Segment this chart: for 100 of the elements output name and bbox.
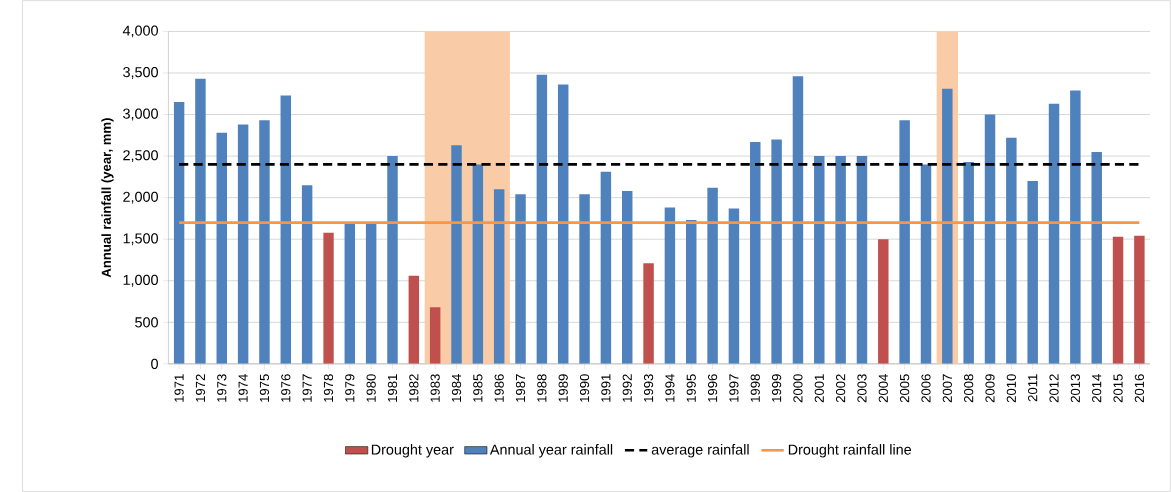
x-tick-label: 2013 <box>1070 374 1080 403</box>
bar <box>408 275 420 364</box>
x-tick-label: 1978 <box>323 374 334 402</box>
x-tick-label: 1983 <box>430 374 440 402</box>
x-tick-label: 2002 <box>836 374 846 403</box>
x-tick-label: 1993 <box>643 374 654 402</box>
x-tick-label: 1987 <box>515 374 526 402</box>
bar <box>493 189 505 364</box>
x-tick-label: 2012 <box>1049 374 1059 403</box>
bar <box>643 263 654 364</box>
x-tick-label: 2011 <box>1028 374 1038 402</box>
x-tick-label: 1991 <box>601 374 611 402</box>
bar <box>515 194 526 364</box>
x-tick-label: 1979 <box>345 374 355 402</box>
bar <box>387 156 398 364</box>
bar <box>856 156 868 364</box>
bar <box>1048 103 1060 364</box>
x-tick-label: 2004 <box>878 374 888 403</box>
x-tick-label: 2016 <box>1134 374 1145 403</box>
bar <box>429 307 441 364</box>
legend-label: average rainfall <box>651 444 749 458</box>
bar <box>686 220 697 364</box>
bar <box>344 222 356 364</box>
bar <box>472 164 484 364</box>
x-tick-label: 2001 <box>814 374 824 403</box>
legend-label: Drought rainfall line <box>788 444 912 458</box>
bar <box>792 76 804 364</box>
x-tick-label: 1973 <box>217 374 227 402</box>
bar <box>771 139 782 364</box>
x-tick-label: 1976 <box>281 374 291 402</box>
bar <box>814 156 825 364</box>
x-tick-label: 2007 <box>942 374 952 403</box>
bar <box>984 114 996 364</box>
y-axis-title: Annual rainfall (year, mm) <box>101 118 114 278</box>
bar <box>1134 235 1145 364</box>
x-tick-label: 1981 <box>387 374 398 402</box>
x-tick-label: 1980 <box>366 374 376 402</box>
x-tick-label: 1996 <box>707 374 718 402</box>
x-tick-label: 2005 <box>900 374 910 403</box>
x-tick-label: 1971 <box>174 374 184 402</box>
bar <box>451 145 462 364</box>
bar <box>301 185 313 364</box>
x-tick-label: 2009 <box>985 374 995 403</box>
x-tick-label: 1990 <box>579 374 590 402</box>
bar <box>216 132 228 364</box>
x-tick-label: 2010 <box>1006 374 1016 403</box>
legend-label: Drought year <box>371 444 454 458</box>
y-tick-label: 4,000 <box>122 25 158 38</box>
bar <box>664 207 676 364</box>
x-tick-label: 1986 <box>494 374 504 402</box>
bar <box>621 190 633 364</box>
bar <box>707 187 718 364</box>
y-tick-label: 2,000 <box>123 191 158 204</box>
bar <box>280 95 292 364</box>
x-tick-label: 1997 <box>729 374 739 402</box>
y-tick-label: 500 <box>135 317 158 328</box>
bar <box>323 232 334 364</box>
bar <box>728 208 740 364</box>
x-tick-label: 2003 <box>857 374 867 403</box>
x-tick-label: 1999 <box>771 374 782 402</box>
x-tick-label: 2014 <box>1092 374 1102 403</box>
x-tick-label: 1992 <box>622 374 632 402</box>
x-tick-label: 2008 <box>964 374 974 403</box>
y-tick-label: 0 <box>151 358 158 369</box>
y-tick-label: 2,500 <box>123 150 158 162</box>
bar <box>1070 90 1081 364</box>
x-tick-label: 1988 <box>537 374 547 402</box>
x-tick-label: 1977 <box>302 374 312 402</box>
x-tick-label: 2006 <box>921 374 931 403</box>
bar <box>920 164 932 364</box>
x-tick-label: 1989 <box>558 374 568 402</box>
bar <box>173 102 185 364</box>
bar <box>1027 180 1038 364</box>
x-tick-label: 1994 <box>665 374 675 402</box>
bar <box>963 161 974 364</box>
bar <box>1091 151 1102 364</box>
y-tick-label: 3,500 <box>123 66 158 79</box>
bar <box>1112 236 1124 364</box>
bar <box>600 171 612 364</box>
x-tick-label: 2015 <box>1113 374 1123 403</box>
x-tick-label: 1982 <box>409 374 419 402</box>
bar <box>878 239 889 364</box>
y-tick-label: 1,000 <box>123 274 158 287</box>
y-tick-label: 1,500 <box>123 233 158 246</box>
bar <box>536 74 548 364</box>
legend-label: Annual year rainfall <box>489 444 613 458</box>
bar <box>195 78 206 364</box>
bar <box>750 141 761 364</box>
x-tick-label: 1984 <box>451 374 462 402</box>
y-tick-label: 3,000 <box>123 108 158 121</box>
x-tick-label: 1974 <box>238 374 248 402</box>
bar <box>259 120 270 364</box>
x-tick-label: 1975 <box>259 374 270 402</box>
bar <box>557 84 569 364</box>
bar <box>1006 137 1017 364</box>
bar <box>365 223 377 364</box>
bar <box>579 194 590 364</box>
x-tick-label: 2000 <box>793 374 803 403</box>
x-tick-label: 1972 <box>195 374 206 402</box>
bar <box>835 156 846 364</box>
